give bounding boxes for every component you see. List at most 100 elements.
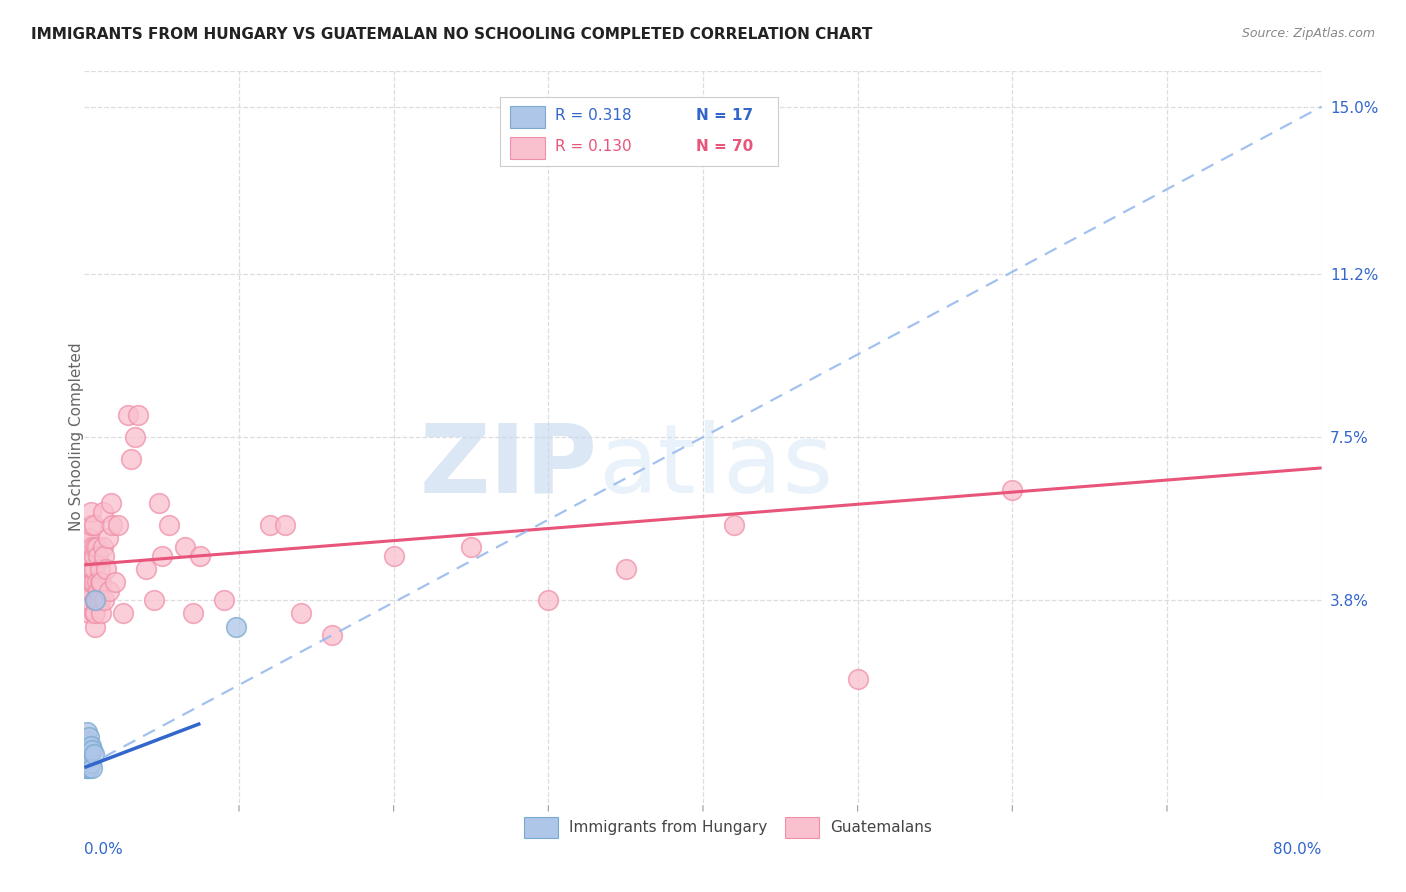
Text: R = 0.318: R = 0.318: [554, 109, 631, 123]
Point: [83, 562, 105, 576]
Point: [181, 607, 204, 621]
Point: [75, 760, 97, 774]
Point: [89, 562, 111, 576]
Point: [1001, 483, 1024, 497]
Point: [83, 518, 105, 533]
Point: [212, 593, 235, 607]
Point: [77, 730, 100, 744]
Point: [537, 593, 560, 607]
Point: [79, 756, 101, 771]
Point: [76, 747, 98, 762]
Point: [100, 496, 122, 510]
FancyBboxPatch shape: [785, 817, 820, 838]
Text: 80.0%: 80.0%: [1274, 842, 1322, 856]
Point: [75, 752, 97, 766]
FancyBboxPatch shape: [501, 97, 779, 167]
Text: 0.0%: 0.0%: [84, 842, 124, 856]
Point: [79, 505, 101, 519]
FancyBboxPatch shape: [523, 817, 558, 838]
Text: atlas: atlas: [598, 420, 832, 513]
Point: [84, 607, 107, 621]
Point: [77, 760, 100, 774]
Point: [91, 505, 114, 519]
Point: [90, 607, 112, 621]
Point: [290, 607, 312, 621]
Point: [75, 739, 97, 753]
Point: [89, 575, 111, 590]
Point: [846, 673, 869, 687]
Point: [77, 593, 100, 607]
Point: [112, 607, 135, 621]
Point: [188, 549, 211, 563]
Point: [124, 430, 146, 444]
Point: [82, 575, 104, 590]
Point: [79, 584, 101, 599]
Point: [83, 575, 105, 590]
Text: ZIP: ZIP: [420, 420, 598, 513]
Point: [143, 593, 166, 607]
Point: [127, 408, 149, 422]
Text: R = 0.130: R = 0.130: [554, 139, 631, 154]
Point: [76, 584, 98, 599]
Point: [96, 532, 118, 546]
Point: [259, 518, 281, 533]
Text: IMMIGRANTS FROM HUNGARY VS GUATEMALAN NO SCHOOLING COMPLETED CORRELATION CHART: IMMIGRANTS FROM HUNGARY VS GUATEMALAN NO…: [31, 27, 872, 42]
Point: [91, 540, 114, 554]
FancyBboxPatch shape: [510, 137, 544, 159]
Point: [150, 549, 173, 563]
Point: [77, 532, 100, 546]
Point: [174, 540, 197, 554]
Text: Guatemalans: Guatemalans: [831, 820, 932, 835]
Point: [87, 549, 110, 563]
Point: [82, 562, 104, 576]
Text: Source: ZipAtlas.com: Source: ZipAtlas.com: [1241, 27, 1375, 40]
Point: [76, 760, 98, 774]
Point: [83, 607, 105, 621]
Point: [76, 532, 98, 546]
Point: [723, 518, 745, 533]
Point: [84, 619, 107, 633]
Point: [104, 575, 127, 590]
Point: [77, 607, 100, 621]
Point: [89, 593, 111, 607]
Point: [159, 518, 180, 533]
Point: [79, 739, 101, 753]
Point: [86, 540, 108, 554]
Point: [93, 593, 115, 607]
Point: [82, 743, 104, 757]
Text: N = 70: N = 70: [696, 139, 752, 154]
Point: [148, 496, 170, 510]
FancyBboxPatch shape: [510, 106, 544, 128]
Point: [101, 518, 124, 533]
Point: [79, 575, 101, 590]
Point: [120, 452, 142, 467]
Point: [84, 593, 107, 607]
Point: [94, 562, 117, 576]
Point: [79, 518, 101, 533]
Point: [86, 593, 108, 607]
Point: [76, 725, 98, 739]
Text: N = 17: N = 17: [696, 109, 752, 123]
Point: [84, 593, 107, 607]
Text: Immigrants from Hungary: Immigrants from Hungary: [569, 820, 768, 835]
Point: [98, 584, 121, 599]
Point: [82, 540, 104, 554]
Point: [460, 540, 482, 554]
Point: [225, 619, 247, 633]
Point: [84, 540, 107, 554]
Point: [321, 628, 343, 642]
Point: [135, 562, 157, 576]
Point: [107, 518, 129, 533]
Point: [76, 734, 98, 748]
Y-axis label: No Schooling Completed: No Schooling Completed: [69, 343, 83, 532]
Point: [83, 747, 105, 762]
Point: [93, 549, 115, 563]
Point: [77, 747, 100, 762]
Point: [382, 549, 405, 563]
Point: [90, 575, 112, 590]
Point: [614, 562, 637, 576]
Point: [83, 549, 105, 563]
Point: [117, 408, 139, 422]
Point: [75, 549, 97, 563]
Point: [82, 760, 104, 774]
